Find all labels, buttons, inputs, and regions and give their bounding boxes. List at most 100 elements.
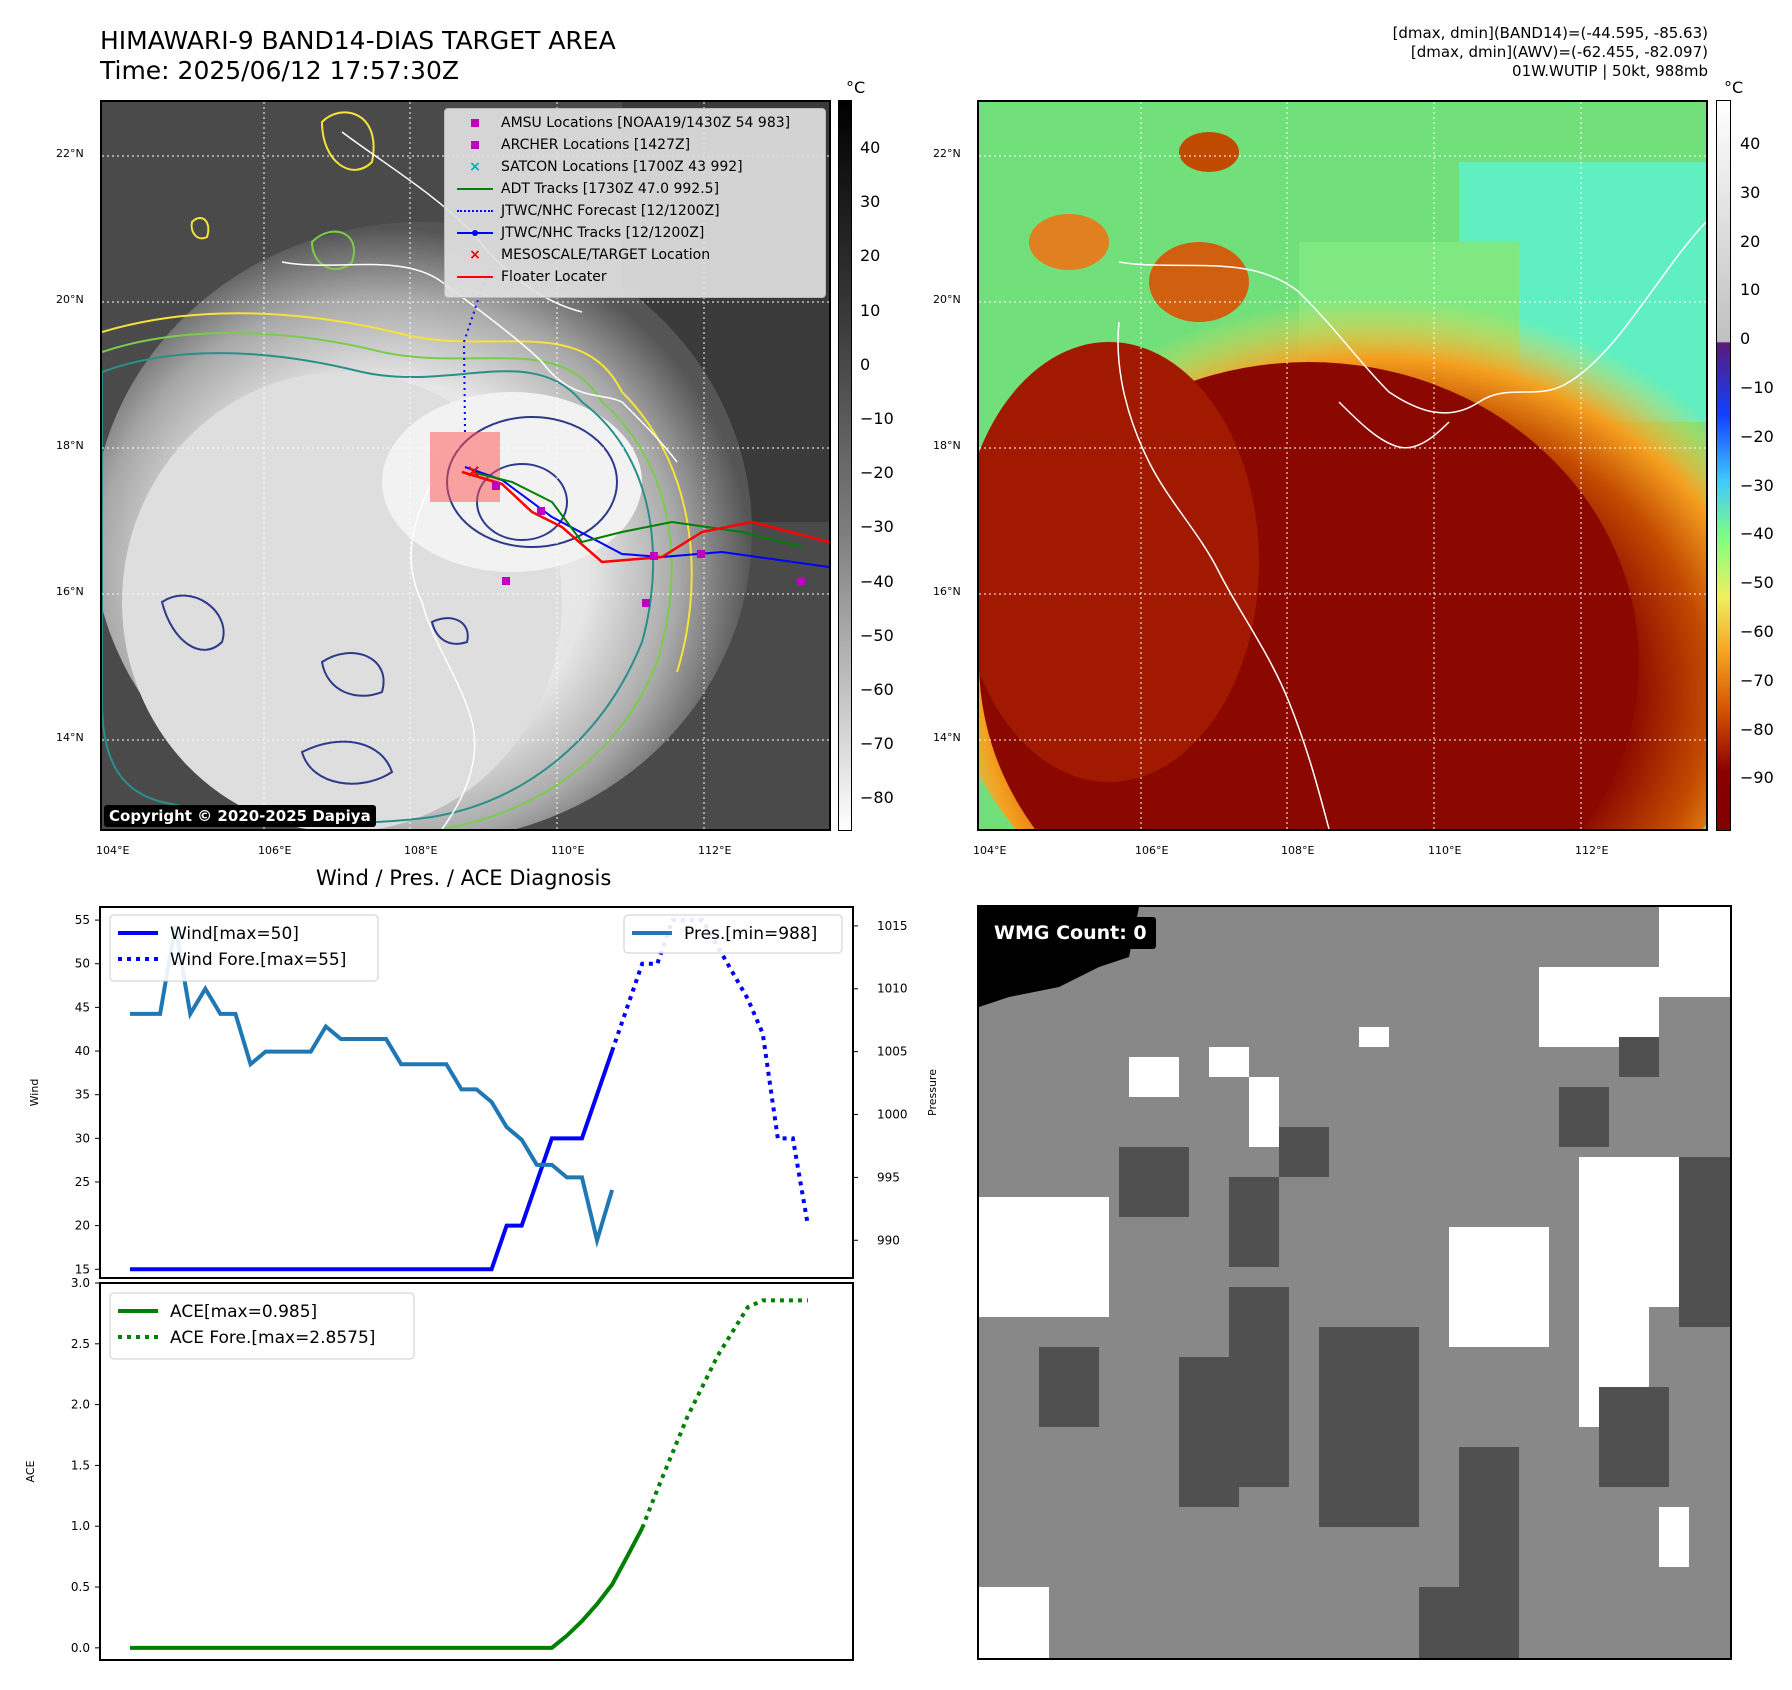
colorbar-tick-label: −50 bbox=[860, 625, 894, 645]
y-tick-label: 0.5 bbox=[71, 1580, 90, 1594]
square-marker-icon bbox=[457, 138, 493, 152]
ir-legend: AMSU Locations [NOAA19/1430Z 54 983] ARC… bbox=[444, 108, 826, 298]
lat-tick-label: 20°N bbox=[56, 293, 84, 306]
legend-label: ACE[max=0.985] bbox=[170, 1302, 317, 1322]
colorbar-tick-label: 0 bbox=[1740, 329, 1751, 349]
lon-tick-label: 106°E bbox=[258, 844, 292, 857]
y-tick-label: 15 bbox=[75, 1262, 90, 1276]
wmg-panel[interactable]: WMG Count: 0 bbox=[977, 905, 1732, 1660]
colorbar-tick-label: −10 bbox=[860, 409, 894, 428]
line-dot-icon bbox=[457, 226, 493, 240]
figure-time: Time: 2025/06/12 17:57:30Z bbox=[100, 56, 459, 85]
lat-tick-label: 16°N bbox=[933, 585, 961, 598]
lat-tick-label: 16°N bbox=[56, 585, 84, 598]
y-tick-label: 30 bbox=[75, 1131, 90, 1145]
awv-map-image bbox=[979, 102, 1706, 829]
lat-tick-label: 18°N bbox=[933, 439, 961, 452]
legend-label: Pres.[min=988] bbox=[684, 924, 817, 944]
legend-label: ACE Fore.[max=2.8575] bbox=[170, 1328, 375, 1348]
legend-box bbox=[623, 914, 843, 954]
lat-tick-label: 20°N bbox=[933, 293, 961, 306]
lon-tick-label: 112°E bbox=[1575, 844, 1609, 857]
colorbar-tick-label: −90 bbox=[1740, 768, 1774, 788]
ace-legend: ACE[max=0.985] ACE Fore.[max=2.8575] bbox=[109, 1292, 415, 1360]
colorbar-tick-label: −30 bbox=[1740, 475, 1774, 495]
lon-tick-label: 110°E bbox=[551, 844, 585, 857]
lon-tick-label: 106°E bbox=[1135, 844, 1169, 857]
legend-box bbox=[109, 1292, 415, 1360]
ir-map-panel[interactable]: × AMSU Locations [NOAA19/1430Z 54 983] A… bbox=[100, 100, 831, 831]
colorbar-tick-label: −50 bbox=[1740, 573, 1774, 593]
y-tick-label: 1.0 bbox=[71, 1519, 90, 1533]
legend-label: Wind[max=50] bbox=[170, 924, 299, 944]
figure-info: [dmax, dmin](BAND14)=(-44.595, -85.63) [… bbox=[1393, 24, 1708, 81]
diagnosis-title: Wind / Pres. / ACE Diagnosis bbox=[316, 866, 612, 890]
colorbar-tick-label: −40 bbox=[1740, 524, 1774, 544]
legend-item-adt: ADT Tracks [1730Z 47.0 992.5] bbox=[457, 179, 719, 199]
legend-item-target: × MESOSCALE/TARGET Location bbox=[457, 245, 710, 265]
y-axis-label: ACE bbox=[24, 1460, 37, 1482]
y2-tick-label: 990 bbox=[877, 1233, 900, 1247]
info-awv: [dmax, dmin](AWV)=(-62.455, -82.097) bbox=[1410, 43, 1708, 61]
y2-axis-label: Pressure bbox=[926, 1069, 939, 1116]
colorbar-tick-label: −60 bbox=[860, 680, 894, 699]
y-tick-label: 2.5 bbox=[71, 1337, 90, 1351]
ace-chart[interactable]: 0.00.51.01.52.02.53.0ACEACE[max=0.985]AC… bbox=[0, 1275, 960, 1690]
colorbar-tick-label: 10 bbox=[860, 300, 881, 320]
wmg-count-label: WMG Count: 0 bbox=[985, 917, 1156, 949]
colorbar-tick-label: −70 bbox=[860, 734, 894, 754]
legend-box bbox=[109, 914, 379, 982]
colorbar-tick-label: −10 bbox=[1740, 378, 1774, 397]
legend-item-jtwc-tracks: JTWC/NHC Tracks [12/1200Z] bbox=[457, 223, 704, 243]
legend-item-floater: Floater Locater bbox=[457, 267, 607, 287]
y2-tick-label: 1010 bbox=[877, 982, 908, 996]
y-tick-label: 3.0 bbox=[71, 1276, 90, 1290]
lon-tick-label: 104°E bbox=[96, 844, 130, 857]
colorbar-tick-label: −30 bbox=[860, 517, 894, 537]
y2-tick-label: 995 bbox=[877, 1170, 900, 1184]
y2-tick-label: 1000 bbox=[877, 1108, 908, 1122]
lat-tick-label: 18°N bbox=[56, 439, 84, 452]
lon-tick-label: 108°E bbox=[1281, 844, 1315, 857]
colorbar-tick-label: −80 bbox=[860, 788, 894, 808]
wind-pressure-chart[interactable]: 15 20 25 30 35 40 45 50 55 990 995 1000 1005 1010 1015… bbox=[0, 895, 960, 1295]
info-storm: 01W.WUTIP | 50kt, 988mb bbox=[1512, 62, 1708, 80]
colorbar-tick-label: 20 bbox=[1740, 231, 1761, 251]
y-tick-label: 45 bbox=[75, 1000, 90, 1014]
ir-colorbar bbox=[838, 100, 852, 831]
series-line-1 bbox=[640, 1298, 808, 1529]
colorbar-tick-label: 0 bbox=[860, 354, 871, 374]
line-icon bbox=[457, 182, 493, 196]
colorbar-tick-label: −40 bbox=[860, 571, 894, 591]
lon-tick-label: 108°E bbox=[404, 844, 438, 857]
y-tick-label: 20 bbox=[75, 1219, 90, 1233]
awv-map-panel[interactable] bbox=[977, 100, 1708, 831]
wmg-image bbox=[979, 907, 1730, 1658]
series-line-0 bbox=[130, 1527, 644, 1650]
colorbar-tick-label: −20 bbox=[1740, 426, 1774, 446]
y-tick-label: 35 bbox=[75, 1088, 90, 1102]
line-icon bbox=[457, 270, 493, 284]
y-tick-label: 0.0 bbox=[71, 1641, 90, 1655]
y-tick-label: 55 bbox=[75, 913, 90, 927]
y-tick-label: 2.0 bbox=[71, 1398, 90, 1412]
legend-label: Wind Fore.[max=55] bbox=[170, 950, 346, 970]
figure-title: HIMAWARI-9 BAND14-DIAS TARGET AREA bbox=[100, 26, 616, 55]
y-tick-label: 40 bbox=[75, 1044, 90, 1058]
lon-tick-label: 104°E bbox=[973, 844, 1007, 857]
svg-text:×: × bbox=[466, 461, 481, 482]
legend-item-jtwc-forecast: JTWC/NHC Forecast [12/1200Z] bbox=[457, 201, 720, 221]
awv-colorbar bbox=[1716, 100, 1731, 831]
square-marker-icon bbox=[457, 116, 493, 130]
lat-tick-label: 14°N bbox=[933, 731, 961, 744]
legend-item-satcon: × SATCON Locations [1700Z 43 992] bbox=[457, 157, 743, 177]
x-marker-icon: × bbox=[469, 159, 481, 175]
x-marker-icon: × bbox=[469, 247, 481, 263]
copyright-label: Copyright © 2020-2025 Dapiya bbox=[104, 805, 376, 827]
y2-tick-label: 1005 bbox=[877, 1045, 908, 1059]
colorbar-tick-label: 40 bbox=[1740, 134, 1761, 153]
colorbar-tick-label: 10 bbox=[1740, 280, 1761, 300]
lon-tick-label: 112°E bbox=[698, 844, 732, 857]
colorbar-tick-label: 30 bbox=[1740, 182, 1761, 202]
colorbar-tick-label: 20 bbox=[860, 246, 881, 266]
